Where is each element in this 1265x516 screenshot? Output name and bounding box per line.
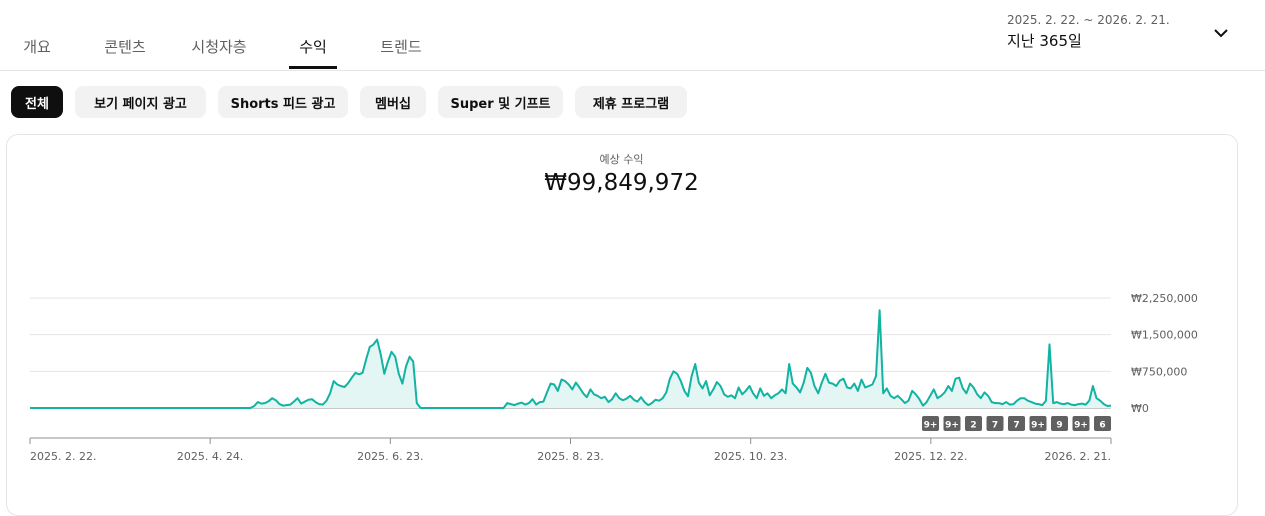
tab-bar: 개요 콘텐츠 시청자층 수익 트렌드 <box>0 0 1265 71</box>
x-tick-label: 2025. 2. 22. <box>30 450 96 463</box>
event-badge-label: 9+ <box>945 421 959 431</box>
event-badge <box>1072 416 1090 431</box>
event-badge-label: 7 <box>992 421 998 431</box>
filter-chip-watch-page-ads[interactable]: 보기 페이지 광고 <box>75 86 206 118</box>
x-tick-label: 2025. 8. 23. <box>537 450 603 463</box>
metric-label: 예상 수익 <box>599 153 644 166</box>
revenue-chart: ₩2,250,000 ₩1,500,000 ₩750,000 ₩0 9+ 9+ 2 7 7 9+ 9… <box>29 292 1198 463</box>
event-badge-label: 6 <box>1099 421 1105 431</box>
filter-chip-affiliate[interactable]: 제휴 프로그램 <box>575 86 687 118</box>
revenue-card <box>6 134 1238 516</box>
event-badge-label: 2 <box>970 421 976 431</box>
event-badge-label: 9+ <box>1031 421 1045 431</box>
tab-audience[interactable]: 시청자층 <box>191 38 247 56</box>
event-badge <box>1029 416 1047 431</box>
filter-chip-memberships[interactable]: 멤버십 <box>360 86 426 118</box>
event-badge <box>986 416 1004 431</box>
series-area <box>30 310 1111 408</box>
filter-chip-all[interactable]: 전체 <box>11 86 63 118</box>
x-tick-label: 2025. 6. 23. <box>357 450 423 463</box>
date-range-dates: 2025. 2. 22. ~ 2026. 2. 21. <box>1007 13 1170 27</box>
tab-overview[interactable]: 개요 <box>23 38 51 56</box>
y-tick-label: ₩1,500,000 <box>1131 329 1198 342</box>
event-badge <box>943 416 961 431</box>
event-badge <box>1051 416 1068 431</box>
series-line <box>30 309 1112 409</box>
event-badge-label: 9 <box>1056 421 1062 431</box>
tab-content[interactable]: 콘텐츠 <box>104 38 146 56</box>
event-badge-label: 9+ <box>924 421 938 431</box>
event-badge <box>1008 416 1025 431</box>
active-tab-indicator <box>289 66 337 69</box>
x-tick-label: 2025. 10. 23. <box>714 450 787 463</box>
filter-chip-super-gifts[interactable]: Super 및 기프트 <box>438 86 563 118</box>
event-badge-label: 7 <box>1013 421 1019 431</box>
event-badge <box>922 416 939 431</box>
chevron-down-icon[interactable] <box>1211 26 1231 42</box>
event-badge <box>965 416 982 431</box>
x-tick-label: 2025. 12. 22. <box>894 450 967 463</box>
metric-value: ₩99,849,972 <box>544 170 699 196</box>
event-badge <box>1094 416 1111 431</box>
date-range-label: 지난 365일 <box>1007 32 1082 50</box>
filter-chip-shorts-feed-ads[interactable]: Shorts 피드 광고 <box>218 86 348 118</box>
x-tick-label: 2025. 4. 24. <box>177 450 243 463</box>
date-range-selector[interactable]: 2025. 2. 22. ~ 2026. 2. 21. 지난 365일 <box>1007 13 1170 51</box>
y-tick-label: ₩2,250,000 <box>1131 292 1198 305</box>
y-tick-label: ₩750,000 <box>1131 365 1187 378</box>
event-badge-label: 9+ <box>1074 421 1088 431</box>
x-tick-label: 2026. 2. 21. <box>1045 450 1111 463</box>
tab-revenue[interactable]: 수익 <box>299 38 327 56</box>
y-tick-label: ₩0 <box>1131 402 1149 415</box>
tab-trends[interactable]: 트렌드 <box>380 38 422 56</box>
